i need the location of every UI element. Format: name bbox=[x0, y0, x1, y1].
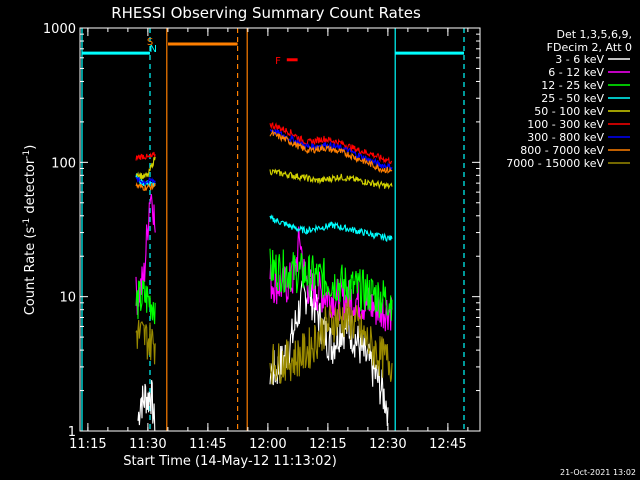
y-tick-label-3: 1000 bbox=[43, 22, 76, 37]
y-axis-label-sup1: -1 bbox=[22, 218, 32, 227]
legend-label-6: 300 - 800 keV bbox=[527, 131, 604, 144]
footer-timestamp: 21-Oct-2021 13:02 bbox=[560, 468, 636, 477]
series-5-segment-0 bbox=[136, 152, 155, 161]
y-axis-label-part2: detector bbox=[23, 158, 38, 218]
legend-label-8: 7000 - 15000 keV bbox=[506, 157, 604, 170]
x-tick-label-4: 12:15 bbox=[309, 437, 346, 452]
x-tick-label-1: 11:30 bbox=[129, 437, 166, 452]
legend-label-2: 12 - 25 keV bbox=[541, 79, 604, 92]
x-tick-label-3: 12:00 bbox=[249, 437, 286, 452]
series-3-segment-1 bbox=[270, 216, 392, 241]
y-tick-label-1: 10 bbox=[59, 291, 76, 306]
x-tick-label-2: 11:45 bbox=[189, 437, 226, 452]
series-7-segment-0 bbox=[136, 183, 155, 190]
x-axis-label: Start Time (14-May-12 11:13:02) bbox=[123, 454, 337, 469]
series-0-segment-0 bbox=[138, 380, 155, 431]
legend-header-0: Det 1,3,5,6,9, bbox=[556, 28, 632, 41]
x-tick-label-5: 12:30 bbox=[369, 437, 406, 452]
x-tick-label-6: 12:45 bbox=[429, 437, 466, 452]
series-7-segment-1 bbox=[270, 131, 392, 172]
chart-title: RHESSI Observing Summary Count Rates bbox=[111, 4, 421, 22]
legend-label-3: 25 - 50 keV bbox=[541, 92, 604, 105]
series-4-segment-1 bbox=[270, 169, 392, 188]
marker-f: F bbox=[275, 56, 281, 67]
legend-label-1: 6 - 12 keV bbox=[548, 66, 604, 79]
legend-label-5: 100 - 300 keV bbox=[527, 118, 604, 131]
marker-n: N bbox=[149, 44, 156, 55]
legend-label-0: 3 - 6 keV bbox=[555, 53, 604, 66]
y-axis-label-sup2: -1 bbox=[22, 150, 32, 159]
y-axis-label-part3: ) bbox=[23, 145, 38, 150]
y-tick-label-0: 1 bbox=[68, 425, 76, 440]
y-tick-label-2: 100 bbox=[51, 156, 76, 171]
y-axis-label: Count Rate (s-1 detector-1) bbox=[22, 145, 38, 316]
legend-label-7: 800 - 7000 keV bbox=[520, 144, 604, 157]
series-4-segment-0 bbox=[136, 157, 155, 179]
legend-label-4: 50 - 100 keV bbox=[534, 105, 604, 118]
series-6-segment-0 bbox=[136, 177, 155, 184]
y-axis-label-part1: Count Rate (s bbox=[23, 227, 38, 316]
series-8-segment-0 bbox=[136, 320, 155, 364]
